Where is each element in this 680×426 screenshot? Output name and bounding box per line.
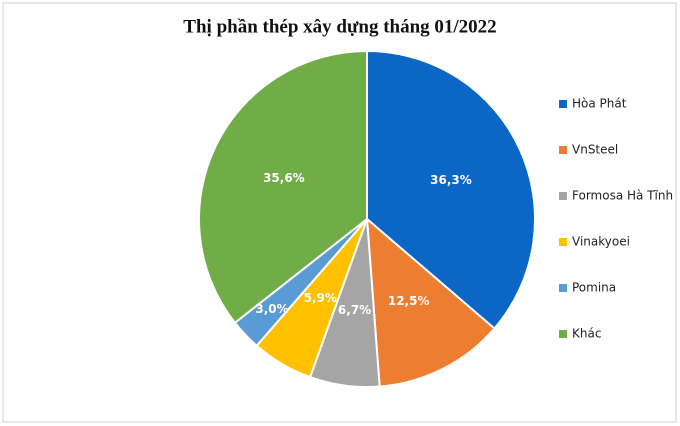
value-label: 6,7% <box>338 303 371 317</box>
legend-label: Formosa Hà Tĩnh <box>572 189 673 203</box>
legend-label: Khác <box>572 327 601 341</box>
value-label: 3,0% <box>255 302 288 316</box>
legend-label: Vinakyoei <box>572 235 630 249</box>
legend-swatch <box>559 284 567 292</box>
pie-slice <box>198 49 368 325</box>
legend-swatch <box>559 192 567 200</box>
value-label: 12,5% <box>388 294 430 308</box>
pie-slice <box>365 216 496 388</box>
value-label: 36,3% <box>430 173 472 187</box>
legend-label: VnSteel <box>572 143 618 157</box>
legend-swatch <box>559 330 567 338</box>
legend-label: Hòa Phát <box>572 97 627 111</box>
value-label: 35,6% <box>263 171 305 185</box>
legend-swatch <box>559 146 567 154</box>
pie-slice <box>366 49 536 330</box>
legend-swatch <box>559 100 567 108</box>
chart-title: Thị phần thép xây dựng tháng 01/2022 <box>183 16 496 37</box>
legend-label: Pomina <box>572 281 616 295</box>
legend-swatch <box>559 238 567 246</box>
value-label: 5,9% <box>304 291 337 305</box>
